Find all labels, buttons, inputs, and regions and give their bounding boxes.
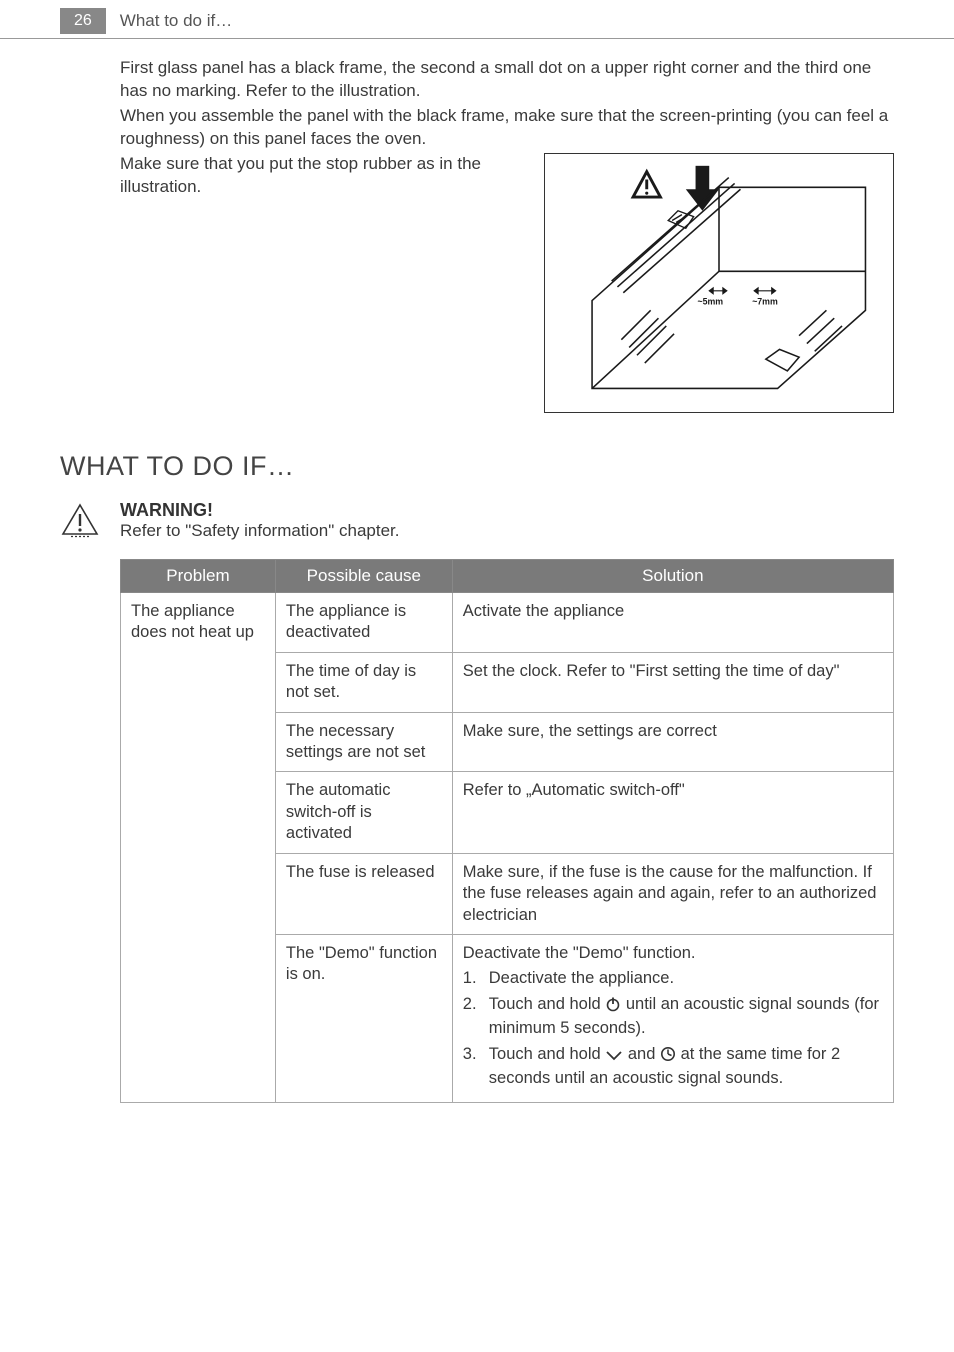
rubber-stop-illustration: ~5mm ~7mm <box>544 153 894 413</box>
dim-label-right: ~7mm <box>752 296 778 306</box>
col-solution: Solution <box>452 559 893 592</box>
warning-icon <box>60 500 106 543</box>
cell-problem <box>121 712 276 772</box>
page-content: First glass panel has a black frame, the… <box>0 57 954 1103</box>
table-row: The automatic switch-off is activated Re… <box>121 772 894 853</box>
cell-cause: The appliance is deactivated <box>275 592 452 652</box>
col-cause: Possible cause <box>275 559 452 592</box>
cell-solution: Set the clock. Refer to "First setting t… <box>452 652 893 712</box>
cell-problem <box>121 652 276 712</box>
table-row: The necessary settings are not set Make … <box>121 712 894 772</box>
cell-problem <box>121 853 276 934</box>
intro-para-1: First glass panel has a black frame, the… <box>120 57 894 103</box>
cell-cause: The time of day is not set. <box>275 652 452 712</box>
cell-problem <box>121 772 276 853</box>
table-row: The appliance does not heat up The appli… <box>121 592 894 652</box>
cell-solution: Make sure, if the fuse is the cause for … <box>452 853 893 934</box>
page-header: 26 What to do if… <box>0 0 954 39</box>
section-title: WHAT TO DO IF… <box>60 451 894 482</box>
solution-intro: Deactivate the "Demo" function. <box>463 943 883 964</box>
cell-cause: The "Demo" function is on. <box>275 935 452 1103</box>
cell-cause: The fuse is released <box>275 853 452 934</box>
step-2: 2. Touch and hold until an acoustic sign… <box>463 994 883 1040</box>
step-1: 1. Deactivate the appliance. <box>463 968 883 989</box>
table-row: The "Demo" function is on. Deactivate th… <box>121 935 894 1103</box>
step-3: 3. Touch and hold and at the same time f… <box>463 1044 883 1090</box>
cell-cause: The necessary settings are not set <box>275 712 452 772</box>
cell-solution: Make sure, the settings are correct <box>452 712 893 772</box>
warning-block: WARNING! Refer to "Safety information" c… <box>60 500 894 543</box>
cell-solution: Activate the appliance <box>452 592 893 652</box>
clock-icon <box>660 1046 676 1068</box>
cell-cause: The automatic switch-off is activated <box>275 772 452 853</box>
cell-solution: Deactivate the "Demo" function. 1. Deact… <box>452 935 893 1103</box>
chevron-down-icon <box>605 1047 623 1068</box>
cell-problem: The appliance does not heat up <box>121 592 276 652</box>
page-number: 26 <box>60 8 106 34</box>
power-icon <box>605 996 621 1018</box>
warning-heading: WARNING! <box>120 500 400 521</box>
table-row: The fuse is released Make sure, if the f… <box>121 853 894 934</box>
dim-label-left: ~5mm <box>698 296 724 306</box>
table-row: The time of day is not set. Set the cloc… <box>121 652 894 712</box>
illustration-svg: ~5mm ~7mm <box>553 162 885 404</box>
troubleshoot-table: Problem Possible cause Solution The appl… <box>120 559 894 1103</box>
header-title: What to do if… <box>120 11 232 31</box>
intro-para-2: When you assemble the panel with the bla… <box>120 105 894 151</box>
side-text: Make sure that you put the stop rubber a… <box>120 153 532 199</box>
col-problem: Problem <box>121 559 276 592</box>
cell-problem <box>121 935 276 1103</box>
warning-text: Refer to "Safety information" chapter. <box>120 521 400 541</box>
cell-solution: Refer to „Automatic switch-off" <box>452 772 893 853</box>
